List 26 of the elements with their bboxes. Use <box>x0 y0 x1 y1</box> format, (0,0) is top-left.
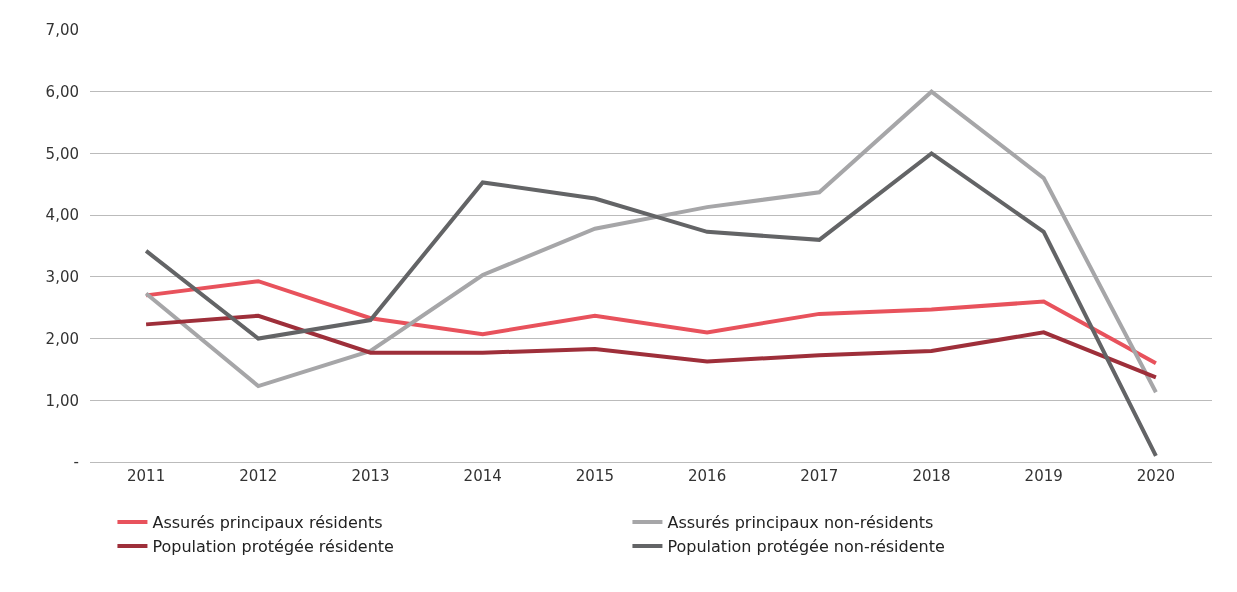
x-tick-label: 2019 <box>1024 467 1063 485</box>
y-tick-label: 3,00 <box>45 268 79 287</box>
y-tick-label: 7,00 <box>45 21 79 40</box>
y-tick-label: 4,00 <box>45 206 79 225</box>
x-tick-label: 2011 <box>127 467 166 485</box>
line-series <box>144 313 1158 380</box>
y-tick-label: 2,00 <box>45 329 79 348</box>
x-tick-label: 2016 <box>688 467 727 485</box>
legend-label: Population protégée non-résidente <box>667 537 945 557</box>
y-tick-label: - <box>73 453 79 472</box>
x-tick-label: 2013 <box>351 467 390 485</box>
x-tick-label: 2015 <box>575 467 614 485</box>
legend-label: Assurés principaux non-résidents <box>667 513 934 533</box>
legend-label: Population protégée résidente <box>152 537 394 557</box>
legend-label: Assurés principaux résidents <box>152 513 383 533</box>
y-tick-label: 1,00 <box>45 391 79 410</box>
x-tick-label: 2018 <box>912 467 951 485</box>
y-tick-label: 5,00 <box>45 144 79 163</box>
line-series <box>144 89 1158 395</box>
y-tick-label: 6,00 <box>45 82 79 101</box>
line-series <box>144 279 1158 366</box>
x-tick-label: 2014 <box>463 467 502 485</box>
x-tick-label: 2020 <box>1136 467 1175 485</box>
x-tick-label: 2017 <box>800 467 839 485</box>
x-tick-label: 2012 <box>239 467 278 485</box>
line-series <box>144 151 1158 458</box>
